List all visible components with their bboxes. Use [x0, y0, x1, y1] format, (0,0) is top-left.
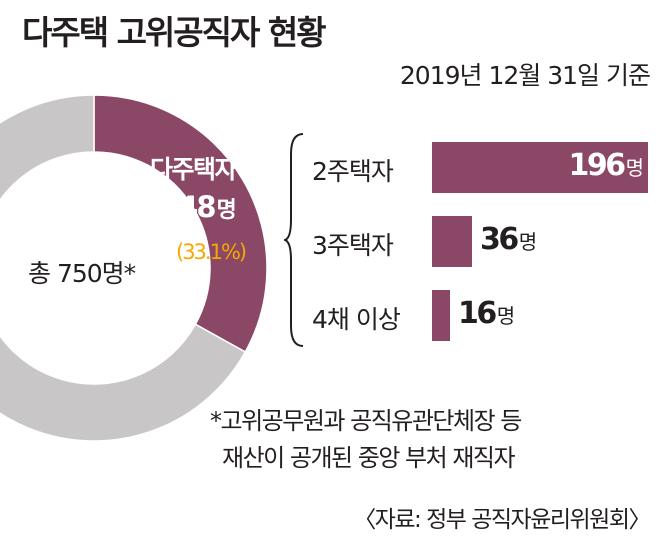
bar-value-unit: 명 — [518, 230, 538, 254]
bar-value-number: 36 — [480, 222, 519, 257]
highlight-slice-percent: (33.1%) — [176, 240, 247, 264]
bar-three-homes — [432, 216, 472, 267]
donut-chart — [0, 94, 268, 442]
donut-slice-other — [0, 94, 247, 442]
highlight-count-value: 248 — [160, 190, 217, 224]
donut-slice-multi-home — [93, 94, 268, 353]
donut-total-label: 총 750명* — [28, 259, 136, 288]
bar-value-label-two-homes: 196 명 — [568, 148, 644, 183]
chart-title: 다주택 고위공직자 현황 — [22, 13, 327, 52]
bar-four-plus — [432, 290, 450, 341]
highlight-slice-label: 다주택자 — [150, 155, 238, 184]
bar-value-number: 196 — [568, 148, 626, 183]
bar-value-label-three-homes: 36 명 — [480, 222, 537, 257]
highlight-count-unit: 명 — [216, 198, 237, 223]
highlight-slice-count: 248명 — [160, 190, 237, 224]
bar-category-label-four-plus: 4채 이상 — [312, 305, 401, 334]
bar-category-label-two-homes: 2주택자 — [312, 157, 394, 186]
brace-connector — [284, 133, 304, 347]
bar-value-unit: 명 — [625, 156, 644, 180]
bar-value-label-four-plus: 16 명 — [458, 296, 515, 331]
source-label: 〈자료: 정부 공직자윤리위원회〉 — [353, 507, 651, 533]
date-label: 2019년 12월 31일 기준 — [399, 61, 651, 90]
footnote-line-2: 재산이 공개된 중앙 부처 재직자 — [222, 444, 516, 472]
bar-two-homes — [432, 142, 648, 193]
bar-category-label-three-homes: 3주택자 — [312, 231, 394, 260]
footnote-line-1: *고위공무원과 공직유관단체장 등 — [210, 407, 522, 435]
bar-value-number: 16 — [458, 296, 497, 331]
bar-value-unit: 명 — [496, 304, 516, 328]
